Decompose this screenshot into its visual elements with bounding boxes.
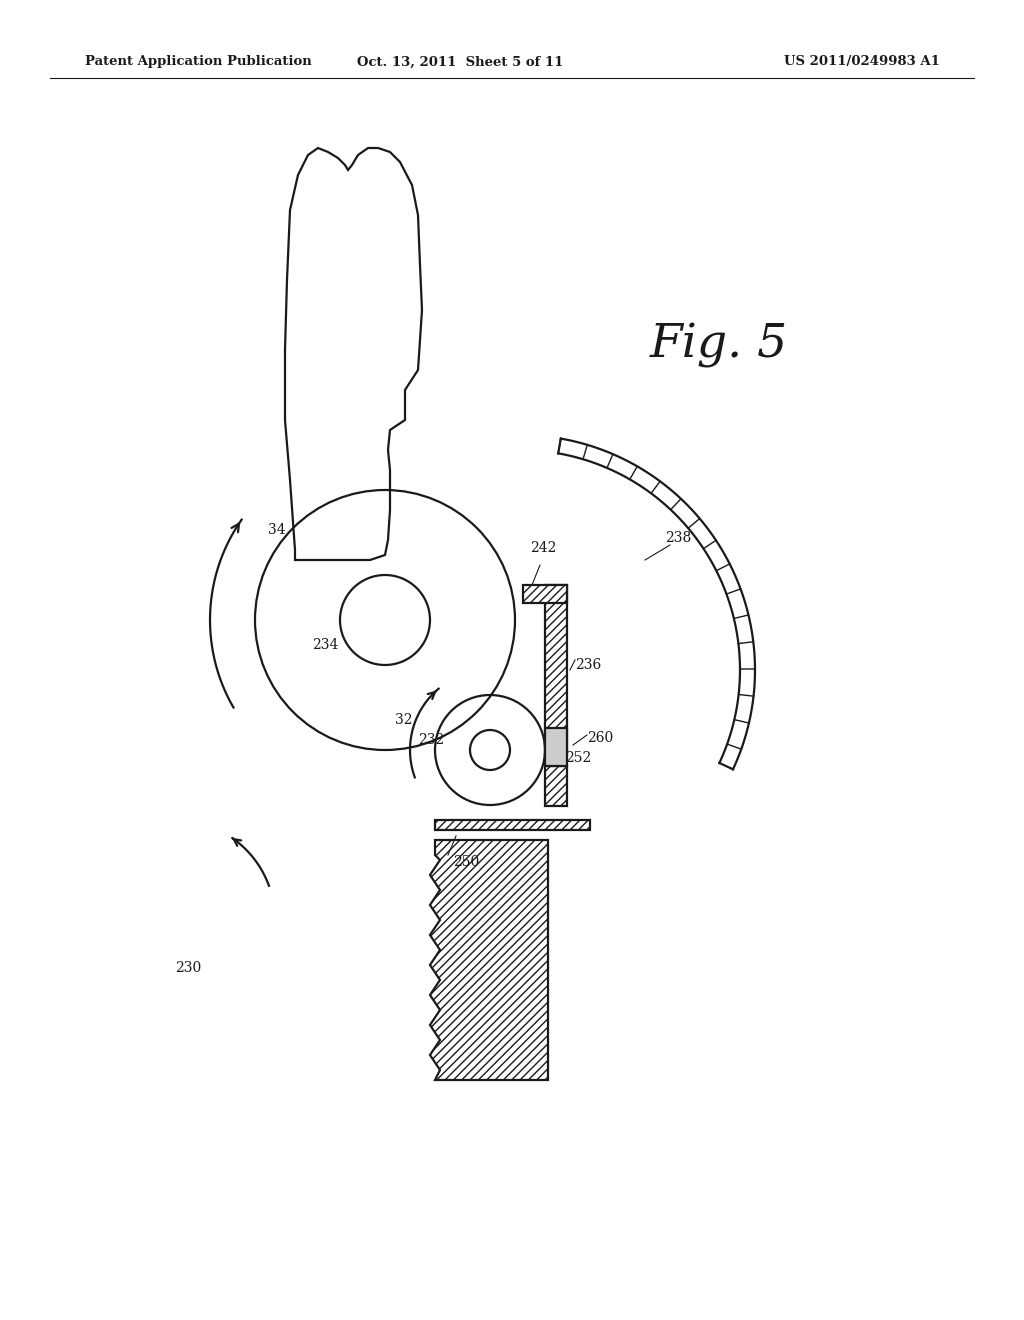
- Bar: [545, 729, 567, 766]
- Text: 252: 252: [565, 751, 591, 766]
- Bar: [545, 766, 567, 807]
- Text: 32: 32: [395, 713, 413, 727]
- Text: 234: 234: [312, 638, 338, 652]
- Text: 230: 230: [175, 961, 202, 975]
- Text: 34: 34: [268, 523, 286, 537]
- Text: Patent Application Publication: Patent Application Publication: [85, 55, 311, 69]
- Text: 236: 236: [575, 657, 601, 672]
- Text: 238: 238: [665, 531, 691, 545]
- Text: Fig. 5: Fig. 5: [650, 322, 788, 368]
- Text: 242: 242: [530, 541, 556, 554]
- Bar: [435, 820, 590, 830]
- PathPatch shape: [430, 840, 548, 1080]
- Text: 232: 232: [418, 733, 444, 747]
- Text: Oct. 13, 2011  Sheet 5 of 11: Oct. 13, 2011 Sheet 5 of 11: [356, 55, 563, 69]
- Text: US 2011/0249983 A1: US 2011/0249983 A1: [784, 55, 940, 69]
- Text: 260: 260: [587, 731, 613, 744]
- Bar: [523, 585, 567, 603]
- Bar: [545, 585, 567, 755]
- Text: 250: 250: [453, 855, 479, 869]
